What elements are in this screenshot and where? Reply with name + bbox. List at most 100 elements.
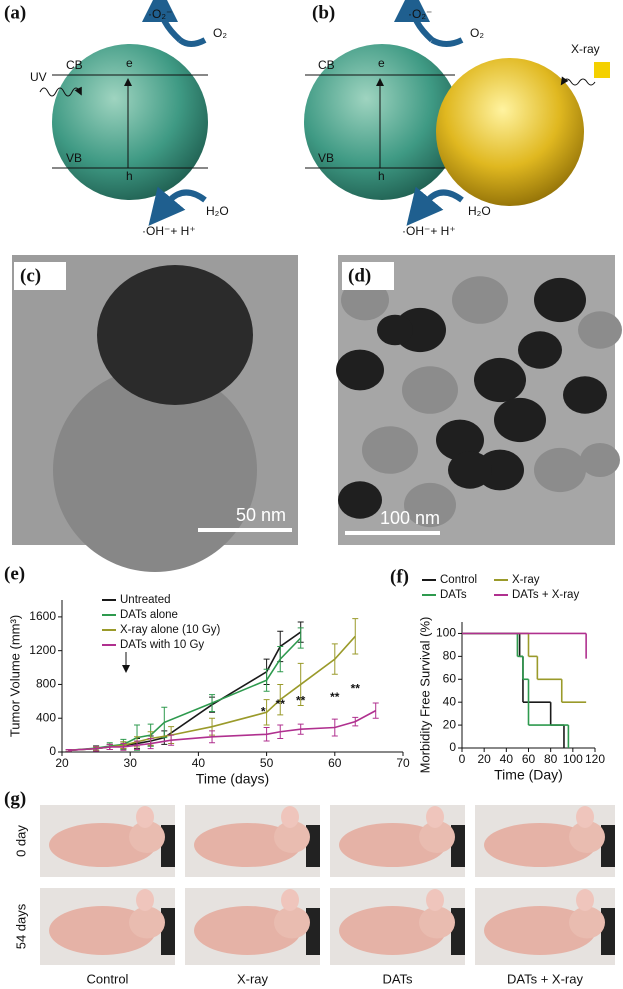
x-tick-label: 100 [563, 752, 583, 766]
panel-label: (f) [390, 566, 409, 587]
label-box [342, 262, 394, 290]
light-wave [39, 86, 82, 97]
water-label: H₂O [468, 204, 491, 218]
significance-label: * [261, 704, 266, 718]
legend-label: Untreated [120, 594, 171, 606]
light-particle [404, 482, 456, 528]
dark-particle [448, 451, 492, 489]
x-tick-label: 70 [396, 756, 410, 770]
error-bar [297, 627, 304, 649]
label-box [14, 262, 66, 290]
series-line [68, 637, 302, 752]
mouse-body [339, 823, 446, 867]
error-bar [93, 745, 100, 752]
mouse-head [129, 906, 165, 939]
error-bar [277, 724, 284, 739]
light-particle [578, 311, 622, 349]
mouse-head [419, 821, 455, 853]
scale-bar-label: 50 nm [236, 505, 286, 525]
oxygen-label: O₂ [470, 26, 484, 40]
legend-label: Control [440, 574, 477, 586]
light-particle [580, 443, 620, 477]
error-bar [263, 727, 270, 742]
electron-label: e [126, 56, 133, 70]
tem-particle [97, 265, 253, 405]
superoxide-label: ·O₂⁻ [148, 7, 172, 21]
y-tick-label: 40 [443, 694, 457, 708]
legend-label: DATs + X-ray [512, 589, 579, 601]
cb-label: CB [66, 58, 83, 72]
y-tick-label: 80 [443, 649, 457, 663]
significance-label: ** [351, 682, 361, 696]
panel-label: (d) [348, 265, 371, 286]
y-tick-label: 1600 [29, 609, 56, 623]
x-tick-label: 50 [260, 756, 274, 770]
mouse-ear [576, 889, 594, 911]
column-label: DATs [382, 971, 413, 986]
dark-particle [534, 277, 586, 323]
light-label: X-ray [571, 42, 600, 56]
mouse-body [49, 823, 156, 867]
error-bar [263, 699, 270, 726]
dark-particle [377, 314, 413, 346]
legend-label: DATs [440, 589, 467, 601]
hole-label: h [126, 169, 133, 183]
error-bar [277, 645, 284, 673]
legend-label: X-ray [512, 574, 540, 586]
error-bar [65, 748, 72, 752]
legend-label: DATs with 10 Gy [120, 639, 204, 651]
light-wave [560, 76, 596, 86]
mouse-body [49, 906, 156, 955]
y-tick-label: 1200 [29, 643, 56, 657]
radiation-icon [594, 62, 610, 78]
y-tick-label: 800 [36, 677, 56, 691]
x-tick-label: 20 [55, 756, 69, 770]
x-axis-label: Time (days) [196, 771, 269, 787]
y-tick-label: 60 [443, 671, 457, 685]
panel-label: (e) [4, 563, 25, 584]
mouse-head [569, 906, 605, 939]
y-tick-label: 0 [449, 740, 456, 754]
reaction-arrow [430, 37, 464, 47]
error-bar [372, 702, 379, 719]
hydroxyl-label: ·OH⁻+ H⁺ [142, 224, 196, 238]
error-bar [106, 743, 113, 750]
mouse-head [129, 821, 165, 853]
photo-shadow [161, 908, 175, 955]
scale-bar-label: 100 nm [380, 508, 440, 528]
mouse-body [484, 906, 596, 955]
reaction-arrow [394, 0, 435, 43]
dark-particle [436, 419, 484, 461]
mouse-head [569, 821, 605, 853]
row-label: 54 days [13, 903, 28, 949]
error-bar [168, 734, 175, 746]
legend-label: DATs alone [120, 609, 178, 621]
error-bar [263, 668, 270, 692]
vb-label: VB [318, 151, 334, 165]
panel-label: (b) [312, 2, 335, 23]
significance-label: ** [276, 697, 286, 711]
hole-label: h [378, 169, 385, 183]
x-axis-label: Time (Day) [494, 767, 563, 783]
error-bar [209, 730, 216, 744]
mouse-ear [136, 889, 154, 911]
error-bar [277, 683, 284, 716]
error-bar [161, 706, 168, 739]
photo-shadow [306, 908, 320, 955]
mouse-ear [426, 806, 444, 828]
error-bar [331, 718, 338, 737]
panel-label: (g) [4, 788, 26, 809]
mouse-body [484, 823, 596, 867]
light-particle [452, 276, 508, 324]
dark-particle [518, 331, 562, 369]
mouse-body [339, 906, 446, 955]
light-particle [402, 366, 458, 414]
mouse-ear [576, 806, 594, 828]
x-tick-label: 20 [477, 752, 491, 766]
series-line [68, 709, 377, 752]
error-bar [352, 716, 359, 727]
error-bar [297, 723, 304, 735]
light-label: UV [30, 70, 47, 84]
oxygen-label: O₂ [213, 26, 227, 40]
